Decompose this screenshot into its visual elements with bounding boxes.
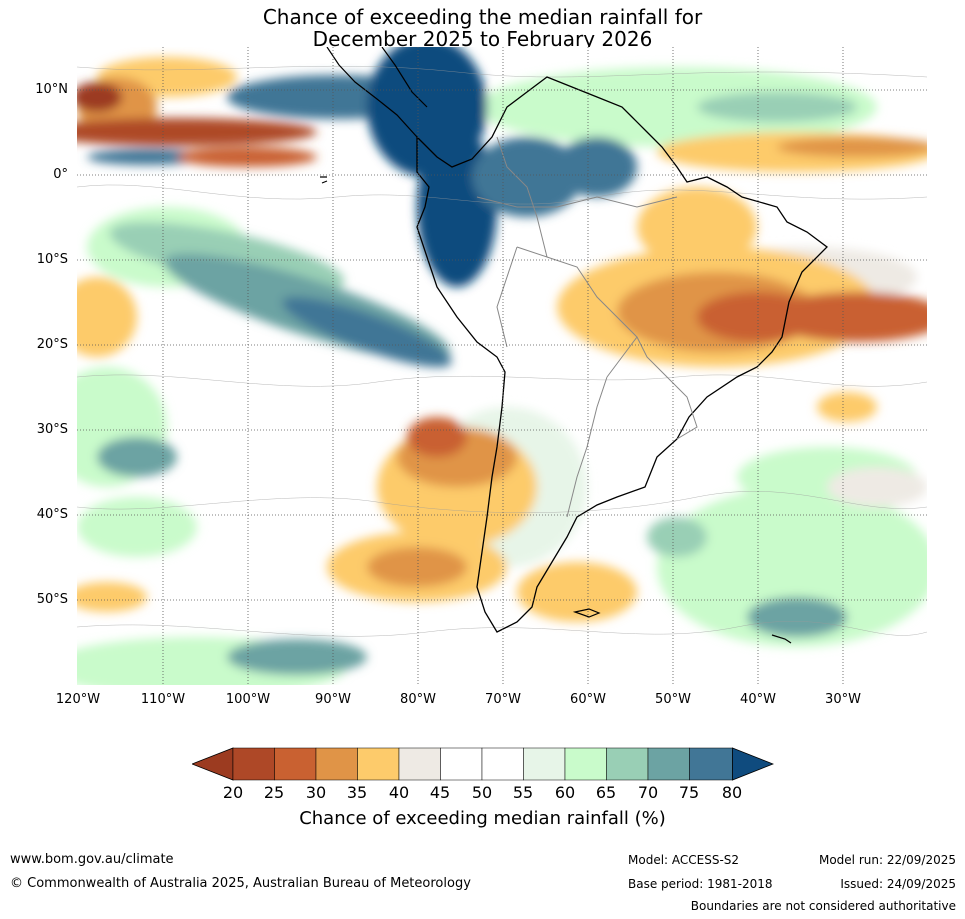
galapagos-islands (320, 176, 328, 184)
lon-label-50w: 50°W (655, 692, 691, 707)
website-link[interactable]: www.bom.gov.au/climate (10, 852, 174, 867)
colorbar-tick-35: 35 (346, 783, 368, 802)
colorbar-bin-70-75 (647, 747, 690, 781)
lon-label-60w: 60°W (570, 692, 606, 707)
colorbar-tick-55: 55 (512, 783, 534, 802)
map-title-line-1: Chance of exceeding the median rainfall … (262, 5, 703, 29)
south-georgia (771, 634, 792, 644)
lat-label-20s: 20°S (36, 337, 68, 352)
colorbar (192, 747, 774, 781)
graticule (77, 47, 927, 685)
colorbar-tick-20: 20 (222, 783, 244, 802)
base-period: Base period: 1981-2018 (628, 877, 773, 891)
lon-label-30w: 30°W (825, 692, 861, 707)
lat-label-40s: 40°S (36, 507, 68, 522)
issued-date: Issued: 24/09/2025 (840, 877, 956, 891)
colorbar-extend-low (192, 747, 234, 781)
probability-shading (77, 47, 927, 685)
boundaries-disclaimer: Boundaries are not considered authoritat… (690, 899, 956, 913)
colorbar-tick-65: 65 (595, 783, 617, 802)
country-borders (476, 136, 698, 518)
lat-label-50s: 50°S (36, 592, 68, 607)
lat-label-10s: 10°S (36, 252, 68, 267)
lon-label-100w: 100°W (225, 692, 271, 707)
contour-lines (77, 65, 927, 637)
colorbar-title: Chance of exceeding median rainfall (%) (299, 808, 666, 829)
colorbar-tick-75: 75 (678, 783, 700, 802)
model-name: Model: ACCESS-S2 (628, 853, 740, 867)
lon-label-80w: 80°W (400, 692, 436, 707)
colorbar-extend-high (732, 747, 774, 781)
colorbar-bin-35-40 (357, 747, 400, 781)
colorbar-bin-30-35 (315, 747, 358, 781)
central-america-coastline (326, 47, 428, 138)
colorbar-bin-45-50 (440, 747, 483, 781)
lon-label-120w: 120°W (55, 692, 101, 707)
colorbar-bin-25-30 (274, 747, 317, 781)
colorbar-bin-55-60 (523, 747, 566, 781)
copyright-notice: © Commonwealth of Australia 2025, Austra… (10, 876, 471, 891)
colorbar-tick-60: 60 (554, 783, 576, 802)
colorbar-bin-40-45 (398, 747, 441, 781)
lon-label-90w: 90°W (315, 692, 351, 707)
falkland-islands (572, 608, 601, 618)
lon-label-110w: 110°W (140, 692, 186, 707)
colorbar-bin-75-80 (689, 747, 733, 781)
colorbar-tick-70: 70 (637, 783, 659, 802)
colorbar-tick-80: 80 (721, 783, 743, 802)
lon-label-40w: 40°W (740, 692, 776, 707)
colorbar-tick-25: 25 (263, 783, 285, 802)
model-run-date: Model run: 22/09/2025 (818, 853, 956, 867)
lat-label-0: 0° (53, 167, 68, 182)
lon-label-70w: 70°W (485, 692, 521, 707)
colorbar-tick-30: 30 (305, 783, 327, 802)
colorbar-bin-60-65 (564, 747, 607, 781)
colorbar-bin-20-25 (232, 747, 275, 781)
colorbar-tick-40: 40 (388, 783, 410, 802)
colorbar-bin-50-55 (481, 747, 524, 781)
lat-label-10n: 10°N (35, 82, 68, 97)
south-america-coastline (416, 76, 828, 633)
colorbar-tick-50: 50 (471, 783, 493, 802)
lat-label-30s: 30°S (36, 422, 68, 437)
colorbar-tick-45: 45 (429, 783, 451, 802)
rainfall-probability-map (77, 47, 927, 685)
map-title-line-2: December 2025 to February 2026 (312, 27, 653, 51)
colorbar-bin-65-70 (606, 747, 649, 781)
